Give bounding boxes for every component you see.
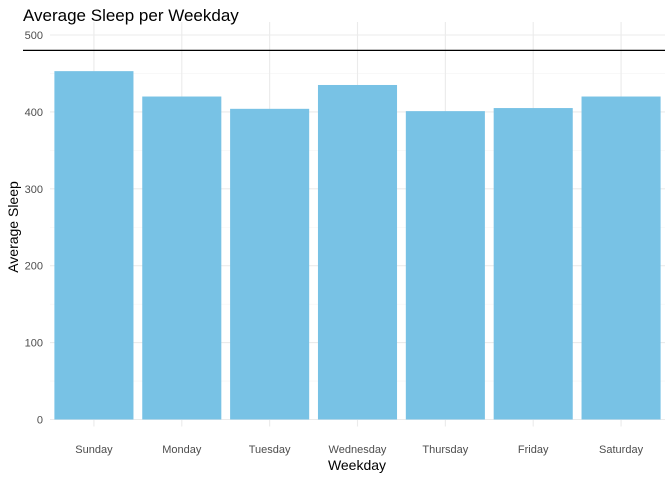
y-tick-label: 400: [25, 107, 43, 119]
y-tick-label: 100: [25, 338, 43, 350]
bar-saturday: [581, 96, 661, 420]
x-tick-label: Saturday: [599, 444, 644, 456]
y-tick-label: 500: [25, 30, 43, 42]
x-tick-label: Monday: [162, 444, 202, 456]
y-tick-labels: 0 100 200 300 400 500: [25, 30, 43, 427]
x-tick-label: Friday: [518, 444, 549, 456]
y-tick-label: 300: [25, 184, 43, 196]
bar-monday: [142, 96, 222, 420]
y-axis-title: Average Sleep: [5, 181, 21, 273]
bar-sunday: [54, 71, 134, 420]
bar-wednesday: [317, 84, 398, 420]
bar-friday: [493, 108, 573, 420]
x-tick-label: Thursday: [422, 444, 468, 456]
y-tick-label: 0: [37, 415, 43, 427]
bar-tuesday: [230, 108, 310, 420]
x-tick-label: Tuesday: [249, 444, 291, 456]
x-tick-label: Wednesday: [329, 444, 387, 456]
bar-thursday: [405, 111, 485, 420]
x-tick-labels: Sunday Monday Tuesday Wednesday Thursday Frid…: [75, 444, 643, 456]
chart-title: Average Sleep per Weekday: [23, 6, 239, 25]
x-axis-title: Weekday: [328, 457, 386, 473]
x-tick-label: Sunday: [75, 444, 113, 456]
bars-layer: [54, 71, 661, 420]
y-tick-label: 200: [25, 261, 43, 273]
